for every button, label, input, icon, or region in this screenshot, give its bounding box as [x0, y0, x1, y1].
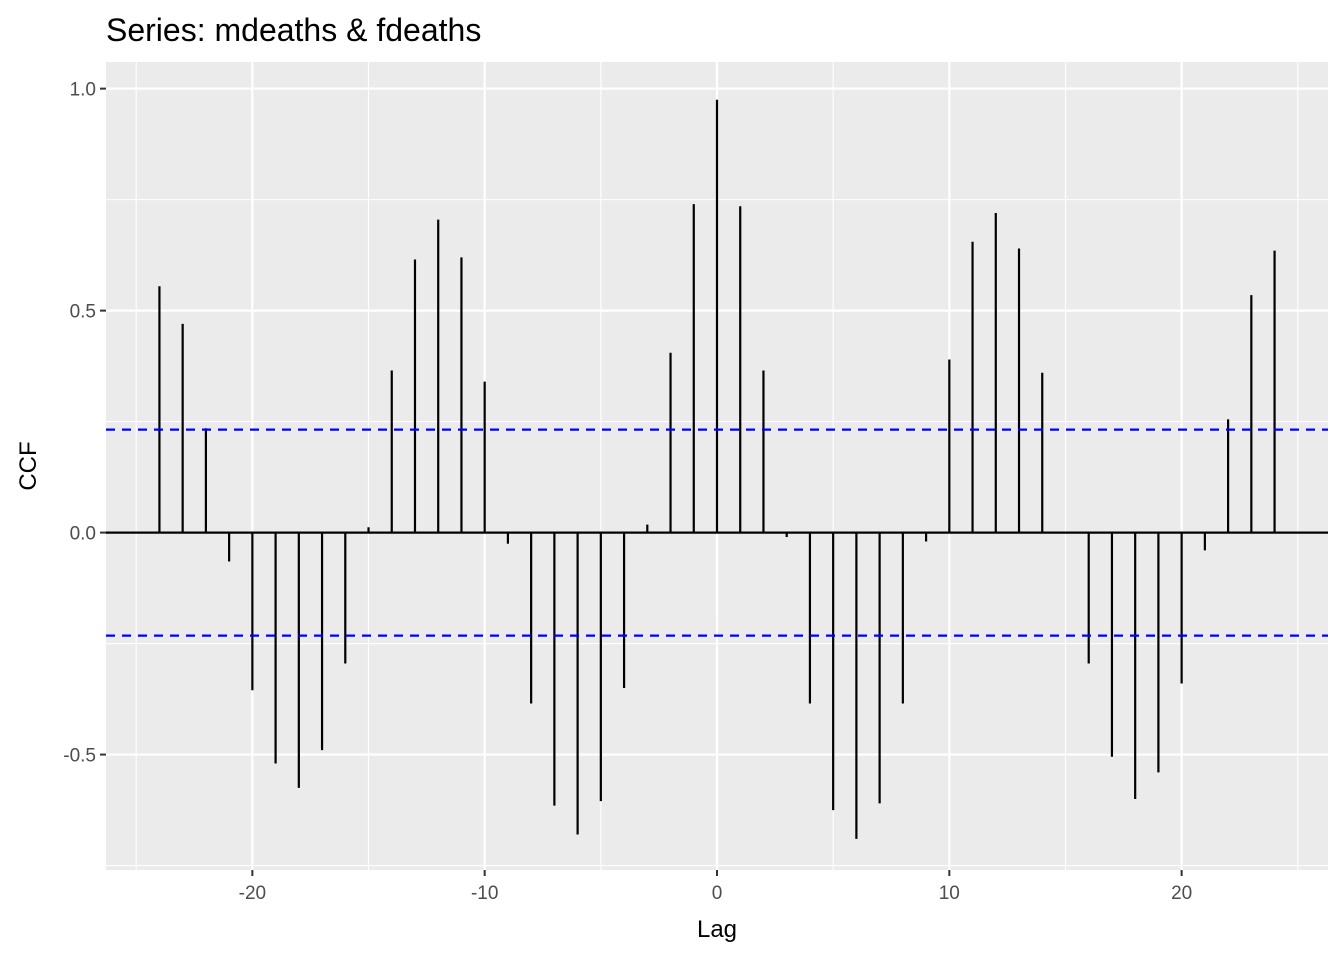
x-axis: -20 -10 0 10 20 [239, 870, 1192, 904]
confidence-bounds [106, 428, 1328, 637]
chart-title: Series: mdeaths & fdeaths [106, 12, 481, 48]
y-tick-label: -0.5 [63, 746, 96, 767]
y-tick-label: 0.5 [70, 302, 96, 323]
x-tick-label: 10 [939, 883, 960, 904]
y-axis: -0.5 0.0 0.5 1.0 [63, 80, 106, 767]
x-axis-title: Lag [697, 916, 737, 943]
grid-major [106, 62, 1328, 870]
x-tick-label: 0 [712, 883, 723, 904]
x-tick-label: 20 [1171, 883, 1192, 904]
y-tick-label: 1.0 [70, 80, 96, 101]
y-tick-label: 0.0 [70, 524, 96, 545]
ccf-bars [158, 99, 1276, 839]
y-axis-title: CCF [15, 441, 42, 490]
x-tick-label: -20 [239, 883, 266, 904]
x-tick-label: -10 [471, 883, 498, 904]
